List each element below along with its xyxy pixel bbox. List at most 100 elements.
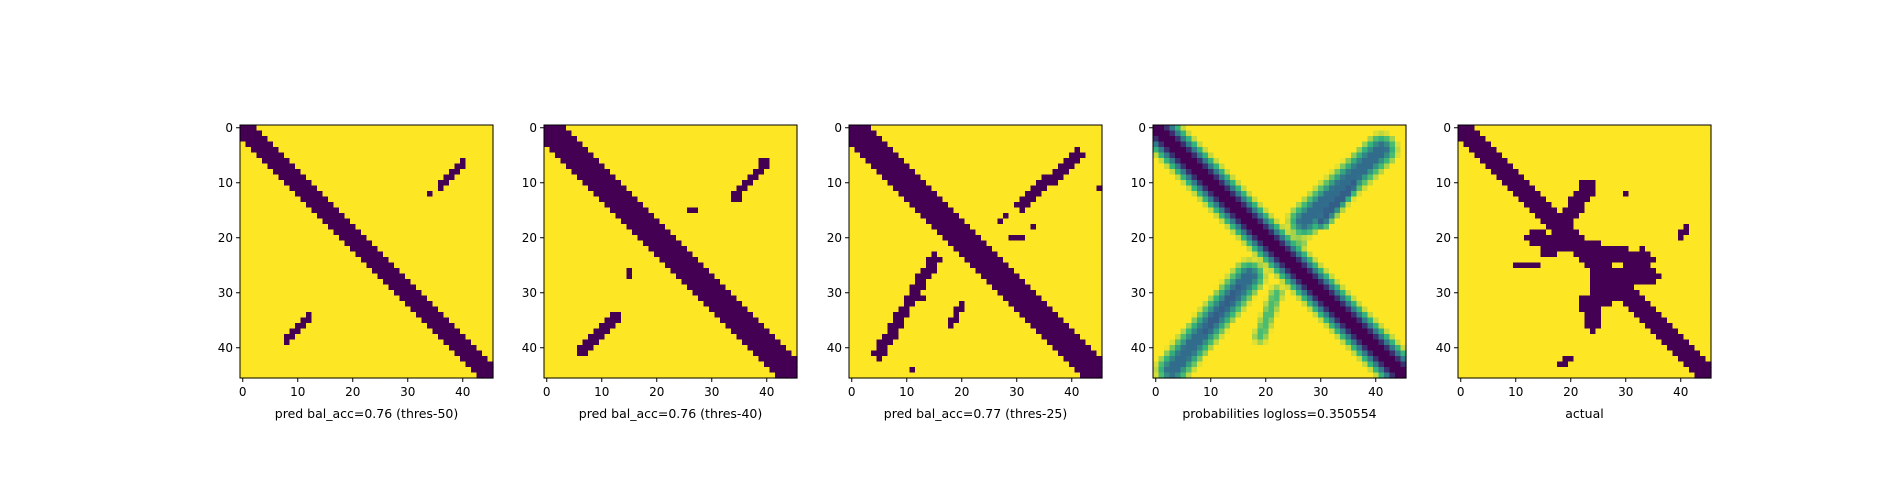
heatmap-cell: [865, 163, 872, 170]
heatmap-cell: [560, 158, 567, 165]
heatmap-cell: [251, 163, 258, 170]
heatmap-cell: [610, 350, 617, 357]
heatmap-cell: [1091, 158, 1098, 165]
heatmap-cell: [780, 169, 787, 176]
heatmap-cell: [262, 130, 269, 137]
heatmap-cell: [333, 163, 340, 170]
heatmap-cell: [328, 136, 335, 143]
heatmap-cell: [278, 317, 285, 324]
heatmap-cell: [659, 147, 666, 154]
heatmap-cell: [460, 251, 467, 258]
heatmap-cell: [742, 202, 749, 209]
heatmap-cell: [300, 367, 307, 374]
heatmap-cell: [731, 350, 738, 357]
heatmap-cell: [964, 141, 971, 148]
heatmap-cell: [676, 125, 683, 132]
heatmap-cell: [780, 284, 787, 291]
heatmap-cell: [659, 246, 666, 253]
heatmap-cell: [582, 202, 589, 209]
heatmap-cell: [284, 130, 291, 137]
heatmap-cell: [1030, 185, 1037, 192]
heatmap-cell: [665, 306, 672, 313]
heatmap-cell: [604, 147, 611, 154]
heatmap-cell: [278, 323, 285, 330]
heatmap-cell: [1003, 185, 1010, 192]
heatmap-cell: [681, 345, 688, 352]
heatmap-cell: [637, 152, 644, 159]
heatmap-cell: [333, 279, 340, 286]
heatmap-cell: [399, 207, 406, 214]
heatmap-cell: [742, 317, 749, 324]
heatmap-cell: [769, 301, 776, 308]
heatmap-cell: [747, 235, 754, 242]
heatmap-cell: [432, 367, 439, 374]
heatmap-cell: [577, 246, 584, 253]
heatmap-cell: [251, 306, 258, 313]
heatmap-cell: [758, 158, 765, 165]
heatmap-cell: [421, 246, 428, 253]
heatmap-cell: [306, 328, 313, 335]
heatmap-cell: [632, 262, 639, 269]
heatmap-cell: [670, 169, 677, 176]
heatmap-cell: [438, 295, 445, 302]
heatmap-cell: [555, 169, 562, 176]
heatmap-cell: [262, 158, 269, 165]
heatmap-cell: [604, 130, 611, 137]
heatmap-cell: [544, 279, 551, 286]
heatmap-cell: [361, 273, 368, 280]
heatmap-cell: [753, 328, 760, 335]
heatmap-cell: [871, 163, 878, 170]
heatmap-cell: [654, 224, 661, 231]
heatmap-cell: [476, 207, 483, 214]
heatmap-cell: [687, 350, 694, 357]
heatmap-cell: [427, 246, 434, 253]
heatmap-cell: [421, 317, 428, 324]
heatmap-cell: [775, 229, 782, 236]
heatmap-cell: [775, 202, 782, 209]
heatmap-cell: [251, 213, 258, 220]
heatmap-cell: [322, 152, 329, 159]
heatmap-cell: [626, 229, 633, 236]
heatmap-cell: [593, 141, 600, 148]
heatmap-cell: [482, 268, 489, 275]
heatmap-cell: [904, 130, 911, 137]
heatmap-cell: [571, 350, 578, 357]
heatmap-cell: [454, 169, 461, 176]
heatmap-cell: [780, 339, 787, 346]
heatmap-cell: [643, 147, 650, 154]
heatmap-cell: [1085, 196, 1092, 203]
heatmap-cell: [311, 224, 318, 231]
heatmap-cell: [753, 257, 760, 264]
heatmap-cell: [698, 169, 705, 176]
heatmap-cell: [1041, 174, 1048, 181]
heatmap-cell: [775, 372, 782, 379]
heatmap-cell: [898, 136, 905, 143]
heatmap-cell: [997, 169, 1004, 176]
heatmap-cell: [333, 202, 340, 209]
heatmap-cell: [344, 268, 351, 275]
heatmap-cell: [898, 125, 905, 132]
heatmap-cell: [665, 257, 672, 264]
heatmap-cell: [786, 180, 793, 187]
heatmap-cell: [720, 334, 727, 341]
heatmap-cell: [786, 273, 793, 280]
heatmap-cell: [670, 240, 677, 247]
heatmap-cell: [676, 312, 683, 319]
heatmap-cell: [394, 246, 401, 253]
heatmap-cell: [372, 136, 379, 143]
heatmap-cell: [703, 218, 710, 225]
heatmap-cell: [720, 306, 727, 313]
heatmap-cell: [361, 295, 368, 302]
heatmap-cell: [366, 279, 373, 286]
heatmap-cell: [780, 207, 787, 214]
heatmap-cell: [747, 334, 754, 341]
heatmap-cell: [681, 251, 688, 258]
heatmap-cell: [731, 213, 738, 220]
heatmap-cell: [438, 207, 445, 214]
heatmap-cell: [278, 334, 285, 341]
heatmap-cell: [731, 356, 738, 363]
heatmap-cell: [992, 141, 999, 148]
heatmap-cell: [920, 202, 927, 209]
heatmap-cell: [256, 180, 263, 187]
heatmap-cell: [300, 306, 307, 313]
